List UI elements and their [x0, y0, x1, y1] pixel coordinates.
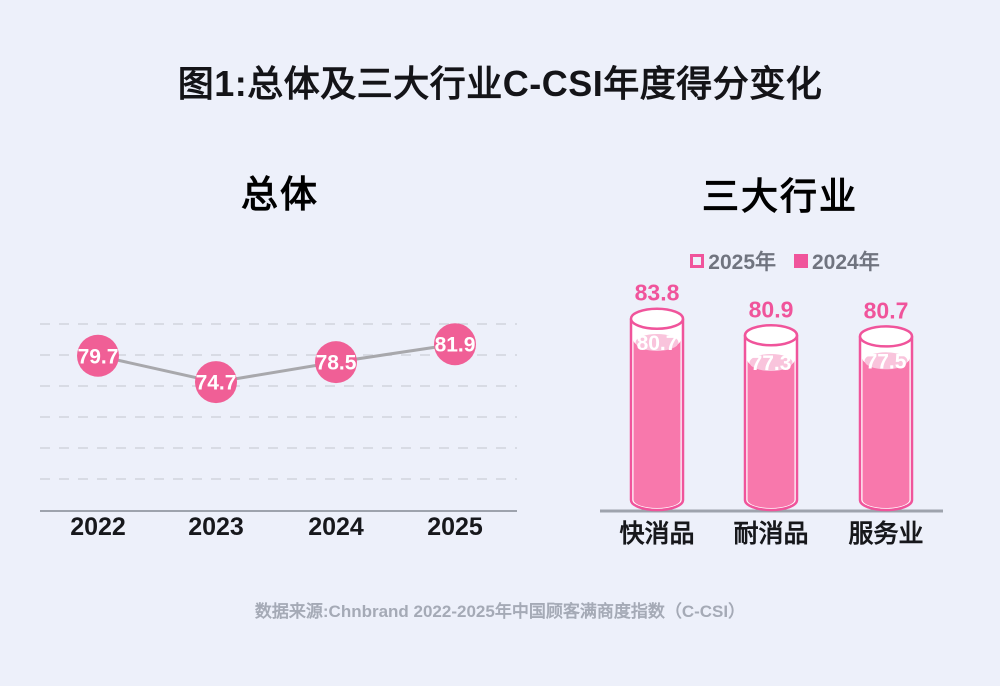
category-label: 快消品	[619, 520, 694, 548]
x-tick-label: 2025	[427, 513, 483, 541]
category-label: 服务业	[848, 520, 923, 548]
industries-section-title: 三大行业	[702, 176, 858, 217]
hollow-square-icon	[690, 254, 705, 268]
bar-chart-legend: 2025年 2024年	[580, 246, 990, 276]
overall-section-title: 总体	[241, 174, 319, 215]
bar-value-2024: 80.7	[637, 332, 678, 355]
data-source-note: 数据来源:Chnbrand 2022-2025年中国顾客满商度指数（C-CSI）	[254, 602, 746, 621]
filled-square-icon	[794, 254, 808, 268]
category-label: 耐消品	[733, 520, 808, 548]
data-point-marker	[434, 323, 476, 366]
cylinder-top-ellipse	[743, 324, 799, 347]
bar-value-2025: 80.7	[864, 297, 909, 323]
overall-line-chart: 79.7 2022 74.7 2023 78.5 2024 81.9 2025	[40, 323, 517, 541]
data-point-marker	[195, 361, 237, 404]
data-point-marker	[315, 341, 357, 384]
legend-item-2024: 2024年	[794, 246, 880, 276]
data-point-value: 79.7	[78, 345, 119, 368]
x-tick-label: 2022	[70, 513, 126, 541]
legend-item-2025: 2025年	[690, 246, 776, 276]
data-point-value: 78.5	[316, 352, 357, 375]
bar-value-2024: 77.5	[866, 350, 907, 373]
x-tick-label: 2024	[308, 513, 364, 541]
legend-label-2024: 2024年	[812, 251, 880, 274]
data-point-value: 74.7	[196, 372, 237, 395]
fill-surface-ellipse	[635, 333, 679, 351]
x-tick-label: 2023	[188, 513, 244, 541]
bar-value-2024: 77.3	[751, 352, 792, 375]
cylinder-fill-2024	[633, 340, 681, 508]
cylinder-fill-2024	[747, 360, 795, 508]
fill-surface-ellipse	[749, 353, 793, 371]
data-point-marker	[77, 334, 119, 377]
cylinder-top-ellipse	[858, 325, 914, 348]
chart-title: 图1:总体及三大行业C-CSI年度得分变化	[177, 63, 823, 104]
bar-value-2025: 83.8	[635, 280, 680, 306]
legend-label-2025: 2025年	[708, 251, 776, 274]
industries-bar-chart: 80.7 83.8 快消品 77.3 80.9 耐消品 77.5 80.7 服务业	[600, 280, 943, 548]
bar-value-2025: 80.9	[749, 296, 794, 322]
trend-line	[97, 342, 456, 384]
fill-surface-ellipse	[864, 352, 908, 370]
data-point-value: 81.9	[435, 334, 476, 357]
cylinder-fill-2024	[862, 358, 910, 508]
cylinder-top-ellipse	[629, 307, 685, 330]
